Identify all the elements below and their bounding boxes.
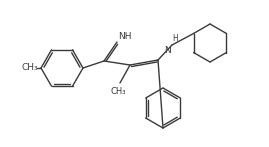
Text: NH: NH xyxy=(118,32,132,41)
Text: CH₃: CH₃ xyxy=(110,87,126,96)
Text: H: H xyxy=(172,34,178,43)
Text: N: N xyxy=(164,46,171,55)
Text: CH₃: CH₃ xyxy=(21,64,38,72)
